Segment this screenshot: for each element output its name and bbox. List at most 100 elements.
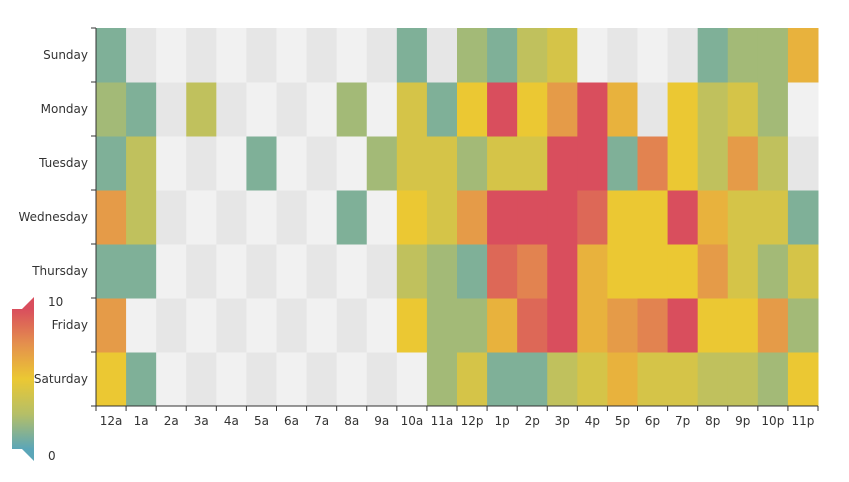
heatmap-cell[interactable] [457,82,488,137]
heatmap-cell[interactable] [426,244,458,299]
heatmap-cell[interactable] [306,82,338,137]
heatmap-cell[interactable] [547,298,578,353]
heatmap-cell[interactable] [426,190,458,245]
heatmap-cell[interactable] [96,244,127,299]
heatmap-cell[interactable] [637,28,669,83]
heatmap-cell[interactable] [727,190,759,245]
heatmap-cell[interactable] [186,298,217,353]
heatmap-cell[interactable] [757,136,789,191]
heatmap-cell[interactable] [727,352,759,407]
heatmap-cell[interactable] [126,82,157,137]
heatmap-cell[interactable] [216,352,247,407]
heatmap-cell[interactable] [607,28,638,83]
heatmap-cell[interactable] [787,28,819,83]
heatmap-cell[interactable] [667,190,699,245]
heatmap-cell[interactable] [547,190,578,245]
heatmap-cell[interactable] [637,190,669,245]
heatmap-cell[interactable] [126,352,157,407]
heatmap-cell[interactable] [276,352,308,407]
heatmap-cell[interactable] [366,82,398,137]
heatmap-cell[interactable] [577,298,608,353]
heatmap-cell[interactable] [126,244,157,299]
heatmap-cell[interactable] [186,82,217,137]
heatmap-cell[interactable] [577,190,608,245]
heatmap-cell[interactable] [487,28,518,83]
heatmap-cell[interactable] [96,190,127,245]
heatmap-cell[interactable] [336,136,368,191]
heatmap-cell[interactable] [757,352,789,407]
heatmap-cell[interactable] [426,298,458,353]
heatmap-cell[interactable] [186,190,217,245]
heatmap-cell[interactable] [396,298,428,353]
heatmap-cell[interactable] [246,244,277,299]
heatmap-cell[interactable] [457,190,488,245]
heatmap-cell[interactable] [96,82,127,137]
heatmap-cell[interactable] [487,352,518,407]
heatmap-cell[interactable] [186,28,217,83]
visual-map-min-handle[interactable] [22,449,34,461]
heatmap-cell[interactable] [216,298,247,353]
heatmap-cell[interactable] [727,244,759,299]
heatmap-cell[interactable] [396,190,428,245]
heatmap-cell[interactable] [517,352,548,407]
heatmap-cell[interactable] [96,28,127,83]
heatmap-cell[interactable] [487,298,518,353]
heatmap-cell[interactable] [577,352,608,407]
heatmap-cell[interactable] [607,82,638,137]
heatmap-cell[interactable] [126,190,157,245]
heatmap-cell[interactable] [396,28,428,83]
heatmap-cell[interactable] [216,244,247,299]
heatmap-cell[interactable] [697,298,729,353]
heatmap-cell[interactable] [336,352,368,407]
heatmap-cell[interactable] [276,298,308,353]
heatmap-cell[interactable] [727,82,759,137]
heatmap-cell[interactable] [366,28,398,83]
heatmap-cell[interactable] [306,244,338,299]
heatmap-cell[interactable] [156,136,187,191]
heatmap-cell[interactable] [517,244,548,299]
heatmap-cell[interactable] [246,298,277,353]
heatmap-cell[interactable] [246,136,277,191]
heatmap-cell[interactable] [336,190,368,245]
heatmap-cell[interactable] [577,28,608,83]
heatmap-cell[interactable] [426,82,458,137]
heatmap-cell[interactable] [697,244,729,299]
heatmap-cell[interactable] [787,244,819,299]
heatmap-cell[interactable] [457,352,488,407]
heatmap-cell[interactable] [607,136,638,191]
heatmap-cell[interactable] [487,136,518,191]
heatmap-cell[interactable] [306,352,338,407]
heatmap-cell[interactable] [667,28,699,83]
heatmap-cell[interactable] [577,82,608,137]
heatmap-cell[interactable] [697,28,729,83]
heatmap-cell[interactable] [757,28,789,83]
heatmap-cell[interactable] [487,82,518,137]
heatmap-cell[interactable] [246,352,277,407]
heatmap-cell[interactable] [607,244,638,299]
heatmap-cell[interactable] [276,28,308,83]
heatmap-cell[interactable] [757,244,789,299]
heatmap-cell[interactable] [667,298,699,353]
heatmap-cell[interactable] [637,352,669,407]
heatmap-cell[interactable] [276,190,308,245]
heatmap-cell[interactable] [426,352,458,407]
heatmap-cell[interactable] [697,352,729,407]
heatmap-cell[interactable] [727,28,759,83]
heatmap-cell[interactable] [336,298,368,353]
heatmap-cell[interactable] [697,190,729,245]
heatmap-cell[interactable] [607,298,638,353]
heatmap-cell[interactable] [547,244,578,299]
heatmap-cell[interactable] [487,244,518,299]
heatmap-cell[interactable] [156,244,187,299]
heatmap-cell[interactable] [186,244,217,299]
heatmap-cell[interactable] [637,82,669,137]
heatmap-cell[interactable] [517,28,548,83]
heatmap-cell[interactable] [757,82,789,137]
heatmap-cell[interactable] [156,298,187,353]
heatmap-cell[interactable] [457,298,488,353]
heatmap-cell[interactable] [547,352,578,407]
heatmap-cell[interactable] [727,136,759,191]
heatmap-cell[interactable] [577,136,608,191]
heatmap-cell[interactable] [757,190,789,245]
heatmap-cell[interactable] [96,136,127,191]
